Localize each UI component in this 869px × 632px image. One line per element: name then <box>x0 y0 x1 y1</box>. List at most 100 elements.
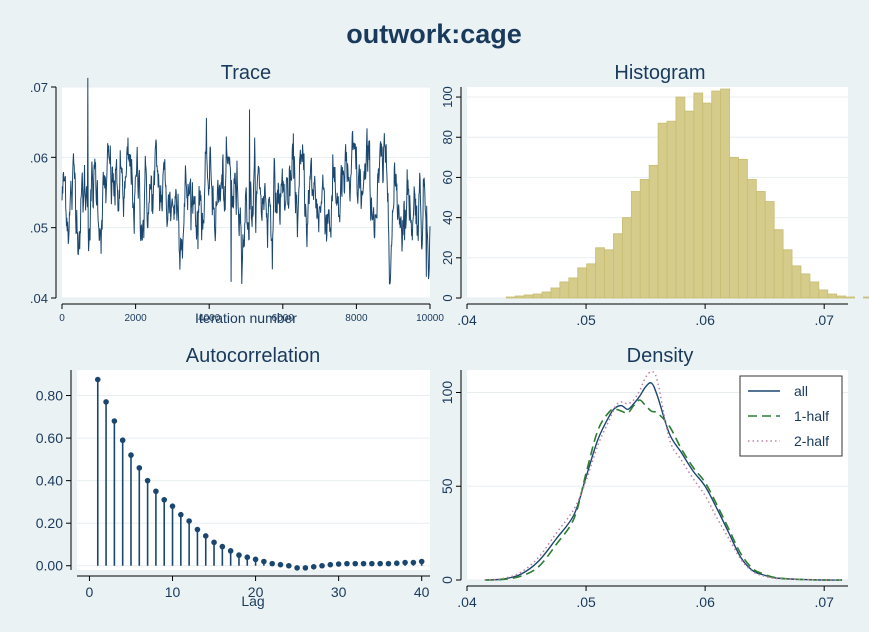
histogram-panel: Histogram 0 20 40 60 80 100 .04 .05 .06 .07 <box>440 62 869 328</box>
histogram-bar <box>755 191 766 299</box>
acf-point <box>310 564 317 570</box>
acf-point <box>319 562 325 569</box>
histogram-bar <box>827 293 838 299</box>
histogram-bar <box>666 120 677 299</box>
acf-point <box>286 562 292 569</box>
trace-xlabel: Iteration number <box>195 310 297 326</box>
acf-point <box>119 437 126 444</box>
y-tick-label: 0.40 <box>36 473 63 489</box>
x-tick-label: .06 <box>695 594 715 610</box>
histogram-bar <box>836 295 847 299</box>
acf-point <box>377 560 383 567</box>
acf-point <box>261 558 267 565</box>
autocorrelation-plot-area <box>77 370 430 570</box>
histogram-axes: 0 20 40 60 80 100 .04 .05 .06 .07 <box>440 86 848 328</box>
acf-point <box>144 477 151 484</box>
histogram-bar <box>577 267 588 299</box>
acf-point <box>178 511 184 518</box>
acf-point <box>410 559 417 566</box>
histogram-bar <box>559 281 570 299</box>
x-tick-label: 0 <box>59 313 65 324</box>
histogram-bar <box>863 296 869 299</box>
histogram-bar <box>729 156 739 299</box>
density-axes: 0 50 100 .04 .05 .06 .07 <box>439 370 848 610</box>
density-panel: Density 0 50 100 .04 .05 .06 .07 all 1-half 2-ha… <box>439 345 848 610</box>
x-tick-label: 6000 <box>272 313 295 324</box>
histogram-bar <box>720 88 730 299</box>
histogram-bar <box>604 249 614 299</box>
y-tick-label: .07 <box>30 80 48 95</box>
y-tick-label: 0.60 <box>36 430 63 446</box>
histogram-bar <box>523 294 534 299</box>
histogram-bar <box>746 179 757 299</box>
histogram-bars <box>505 88 869 299</box>
acf-point <box>369 560 375 567</box>
acf-point <box>418 558 425 565</box>
acf-point <box>360 560 367 567</box>
histogram-bar <box>595 247 605 299</box>
x-tick-label: .04 <box>457 312 477 328</box>
x-tick-label: 8000 <box>345 313 368 324</box>
y-tick-label: 80 <box>440 130 455 144</box>
acf-point <box>327 561 334 568</box>
histogram-bar <box>702 102 713 299</box>
x-tick-label: 4000 <box>198 313 221 324</box>
trace-series <box>61 77 431 285</box>
autocorrelation-marks <box>94 376 425 571</box>
acf-point <box>269 560 275 567</box>
histogram-bar <box>764 201 775 299</box>
acf-point <box>344 560 350 567</box>
acf-point <box>111 418 118 424</box>
histogram-bar <box>630 191 641 299</box>
acf-point <box>302 565 309 571</box>
acf-point <box>227 548 234 554</box>
acf-point <box>169 503 176 509</box>
x-tick-label: .06 <box>695 312 715 328</box>
histogram-bar <box>845 296 855 299</box>
histogram-bar <box>613 233 623 299</box>
y-tick-label: 100 <box>440 86 455 108</box>
acf-point <box>252 556 259 563</box>
acf-point <box>202 533 209 539</box>
trace-grid <box>62 86 430 299</box>
histogram-bar <box>738 158 748 299</box>
acf-point <box>186 518 192 524</box>
histogram-bar <box>532 293 543 299</box>
histogram-bar <box>621 217 632 299</box>
y-tick-label: 100 <box>439 381 455 405</box>
x-tick-label: .05 <box>576 594 596 610</box>
histogram-bar <box>711 90 722 299</box>
x-tick-label: .07 <box>814 594 834 610</box>
trace-panel: Trace .04 .05 .06 .07 0 2000 4000 6000 8000 10000… <box>30 62 444 326</box>
acf-point <box>244 554 251 561</box>
legend-label: all <box>794 383 808 399</box>
y-tick-label: 20 <box>440 251 455 265</box>
legend-label: 1-half <box>794 408 829 424</box>
histogram-bar <box>568 277 579 299</box>
x-tick-label: .07 <box>814 312 834 328</box>
acf-point <box>277 561 284 568</box>
y-tick-label: 60 <box>440 170 455 184</box>
autocorrelation-grid <box>77 395 430 567</box>
y-tick-label: .05 <box>30 221 48 236</box>
autocorrelation-panel: Autocorrelation 0.00 0.20 0.40 0.60 0.80 0 10 2… <box>36 345 430 609</box>
autocorrelation-axes: 0.00 0.20 0.40 0.60 0.80 0 10 20 30 40 <box>36 370 430 600</box>
acf-point <box>402 559 408 566</box>
acf-point <box>194 526 201 533</box>
histogram-bar <box>657 122 668 299</box>
y-tick-label: 50 <box>439 478 455 494</box>
density-lines <box>484 371 843 581</box>
x-tick-label: 0 <box>86 584 94 600</box>
density-line-2-half <box>484 371 843 581</box>
x-tick-label: 10000 <box>416 313 444 324</box>
autocorrelation-title: Autocorrelation <box>186 345 321 367</box>
histogram-title: Histogram <box>614 62 705 84</box>
acf-point <box>219 543 226 550</box>
histogram-bar <box>693 92 704 299</box>
acf-point <box>236 552 242 558</box>
figure-title: outwork:cage <box>346 19 522 49</box>
autocorrelation-xlabel: Lag <box>241 593 264 609</box>
y-tick-label: 0.80 <box>36 388 63 404</box>
y-tick-label: 40 <box>440 210 455 224</box>
